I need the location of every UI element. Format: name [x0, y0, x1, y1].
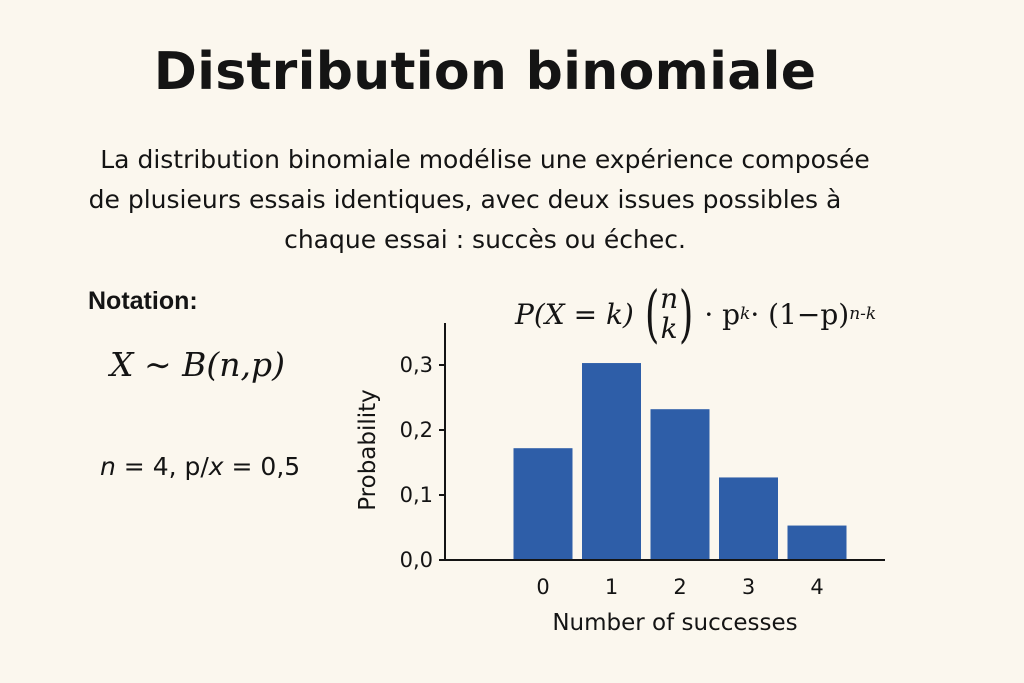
y-tick-label: 0,3: [400, 353, 433, 377]
pmf-term-q: · (1−p): [750, 297, 850, 331]
y-tick-label: 0,0: [400, 548, 433, 572]
bars-group: [513, 363, 847, 560]
bar-2: [650, 409, 710, 560]
y-axis-title: Probability: [355, 389, 381, 511]
intro-line-1: La distribution binomiale modélise une e…: [100, 145, 870, 174]
binomial-coefficient: ( n k ): [640, 283, 698, 345]
x-tick-label: 0: [536, 575, 549, 599]
y-ticks-group: 0,0 0,1 0,2 0,3: [400, 353, 445, 572]
n-symbol: n: [100, 452, 116, 481]
x-symbol: x: [208, 452, 224, 481]
pmf-lhs: P(X = k): [515, 297, 634, 331]
notation-formula: X ∼ B(n,p): [110, 345, 285, 384]
intro-line-3: chaque essai : succès ou échec.: [284, 225, 686, 254]
notation-label: Notation:: [88, 287, 198, 315]
bar-0: [513, 448, 573, 560]
binom-right-paren: ): [678, 277, 694, 350]
x-axis-title: Number of successes: [552, 610, 797, 636]
x-tick-label: 1: [605, 575, 618, 599]
bar-3: [719, 477, 778, 560]
n-value-text: = 4, p/: [115, 452, 209, 481]
y-tick-label: 0,1: [400, 483, 433, 507]
bar-1: [582, 363, 641, 560]
p-value-text: = 0,5: [223, 452, 301, 481]
y-tick-label: 0,2: [400, 418, 433, 442]
page-title: Distribution binomiale: [153, 42, 817, 102]
x-ticks-group: 0 1 2 3 4: [536, 575, 823, 599]
binom-top: n: [660, 282, 679, 315]
x-tick-label: 2: [673, 575, 686, 599]
pmf-exponent-nk: n-k: [849, 304, 877, 324]
x-tick-label: 4: [810, 575, 823, 599]
bar-4: [787, 525, 847, 560]
intro-line-2: de plusieurs essais identiques, avec deu…: [88, 185, 842, 214]
binom-left-paren: (: [644, 277, 660, 350]
x-tick-label: 3: [742, 575, 755, 599]
pmf-exponent-k: k: [740, 304, 751, 324]
parameters-text: n = 4, p/x = 0,5: [100, 452, 300, 481]
binom-bottom: k: [660, 312, 678, 345]
pmf-term-p: · p: [704, 297, 741, 331]
